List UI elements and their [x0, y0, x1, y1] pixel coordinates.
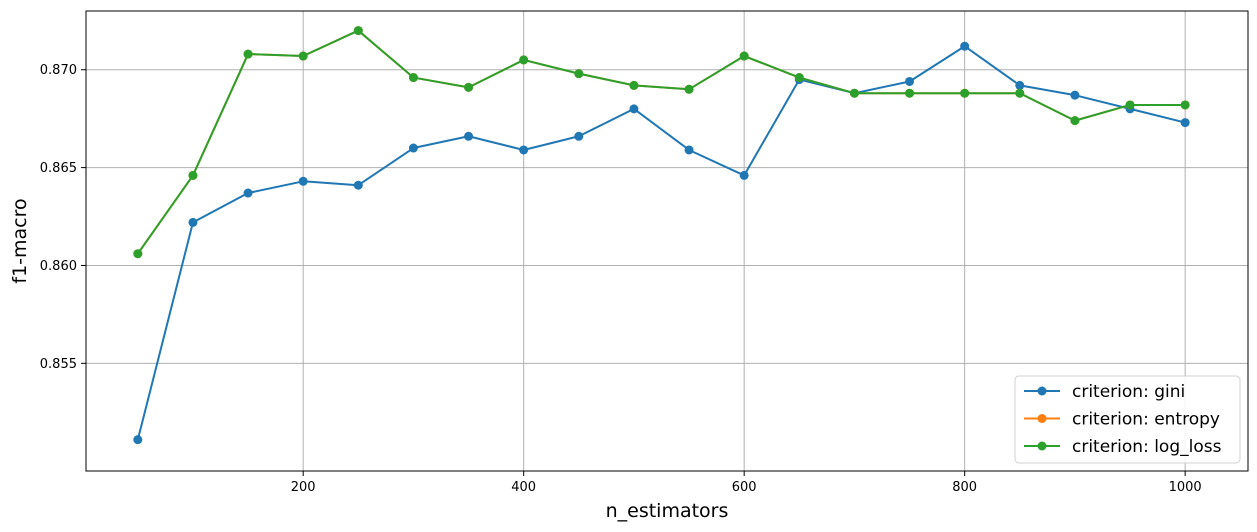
series-line-entropy [137, 29, 1186, 255]
series-log-loss [133, 26, 1190, 259]
x-tick-label: 200 [291, 480, 316, 495]
y-tick-label: 0.865 [40, 161, 77, 176]
series-entropy [133, 26, 1190, 259]
data-point-gini [629, 104, 639, 114]
data-point-log-loss [1125, 100, 1135, 110]
x-tick-label: 800 [952, 480, 977, 495]
series-line-gini [136, 45, 1186, 440]
data-point-log-loss [1180, 100, 1190, 110]
legend-marker-entropy [1037, 414, 1047, 423]
x-tick-label: 600 [732, 480, 757, 495]
data-point-gini [574, 131, 584, 141]
data-point-log-loss [849, 88, 859, 98]
data-point-log-loss [519, 55, 529, 65]
data-point-gini [408, 143, 418, 153]
series-gini [133, 41, 1190, 445]
data-point-log-loss [133, 249, 143, 259]
data-point-gini [739, 170, 749, 180]
data-point-gini [519, 145, 529, 155]
x-tick-label: 1000 [1169, 480, 1202, 495]
series-group [133, 26, 1190, 445]
data-point-log-loss [408, 73, 418, 83]
data-point-log-loss [353, 26, 363, 36]
legend-label-gini: criterion: gini [1072, 382, 1185, 402]
data-point-log-loss [1015, 88, 1025, 98]
data-point-log-loss [298, 51, 308, 61]
data-point-gini [353, 180, 363, 190]
legend-label-log-loss: criterion: log_loss [1072, 437, 1222, 457]
plot-frame [85, 10, 1249, 472]
y-tick-label: 0.860 [40, 259, 77, 274]
y-tick-label: 0.870 [40, 63, 77, 78]
data-point-log-loss [243, 49, 253, 59]
x-axis-label: n_estimators [606, 500, 729, 522]
data-point-gini [133, 435, 143, 445]
data-point-log-loss [464, 82, 474, 92]
y-axis-label: f1-macro [9, 198, 31, 283]
legend: criterion: gini criterion: entropy criteri… [1014, 375, 1241, 464]
grid [86, 11, 1248, 471]
data-point-log-loss [739, 51, 749, 61]
data-point-log-loss [684, 84, 694, 94]
data-point-gini [464, 131, 474, 141]
x-tick-label: 400 [511, 480, 536, 495]
data-point-log-loss [629, 80, 639, 90]
data-point-log-loss [188, 170, 198, 180]
legend-box [1014, 375, 1241, 464]
axis-ticks: 200 400 600 800 1000 0.855 0.860 0.865 0.870 [40, 63, 1202, 495]
data-point-log-loss [794, 73, 804, 83]
y-tick-label: 0.855 [40, 357, 77, 372]
data-point-log-loss [905, 88, 915, 98]
data-point-gini [905, 76, 915, 86]
data-point-log-loss [960, 88, 970, 98]
data-point-gini [1015, 80, 1025, 90]
data-point-gini [684, 145, 694, 155]
data-point-gini [298, 176, 308, 186]
series-line-log-loss [137, 29, 1186, 255]
data-point-gini [243, 188, 253, 198]
data-point-log-loss [1070, 116, 1080, 126]
data-point-gini [1180, 118, 1190, 128]
data-point-log-loss [574, 69, 584, 79]
data-point-gini [960, 41, 970, 51]
legend-marker-log-loss [1037, 441, 1047, 451]
legend-marker-gini [1037, 386, 1047, 396]
data-point-gini [188, 217, 198, 227]
legend-label-entropy: criterion: entropy [1072, 410, 1220, 430]
data-point-gini [1070, 90, 1080, 100]
